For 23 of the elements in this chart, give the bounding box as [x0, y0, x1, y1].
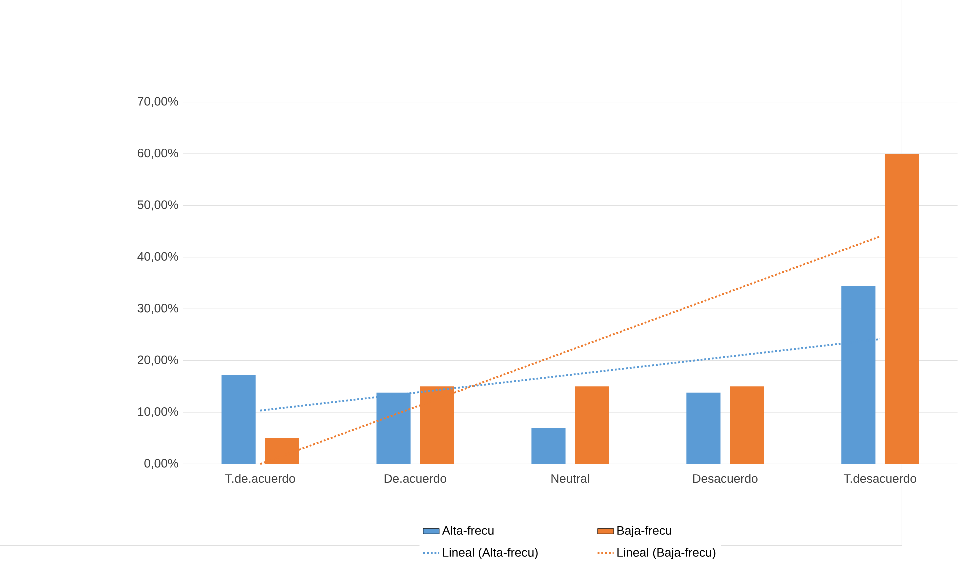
x-tick-label: Neutral [552, 474, 590, 483]
y-tick-label: 20,00% [138, 356, 178, 366]
y-tick-label: 40,00% [138, 252, 178, 262]
bar [222, 374, 256, 464]
legend-label: Lineal (Baja-frecu) [618, 548, 716, 560]
y-tick-label: 70,00% [138, 97, 178, 108]
bar [532, 428, 566, 464]
x-tick-label: T.de.acuerdo [226, 474, 296, 483]
bar [884, 154, 920, 464]
y-tick-label: 0,00% [144, 458, 178, 470]
y-tick-label: 50,00% [138, 200, 178, 211]
legend-label: Alta-frecu [442, 526, 494, 535]
x-tick-label: T.desacuerdo [844, 474, 916, 483]
legend-label: Baja-frecu [618, 526, 672, 538]
x-tick-label: De.acuerdo [384, 474, 447, 483]
y-tick-label: 30,00% [138, 304, 178, 314]
bar [686, 392, 721, 464]
x-tick-label: Desacuerdo [693, 474, 758, 483]
y-tick-label: 60,00% [138, 148, 178, 159]
bar [575, 386, 610, 464]
legend-label: Lineal (Alta-frecu) [443, 548, 538, 560]
bar [730, 386, 764, 464]
y-tick-label: 10,00% [138, 407, 178, 418]
